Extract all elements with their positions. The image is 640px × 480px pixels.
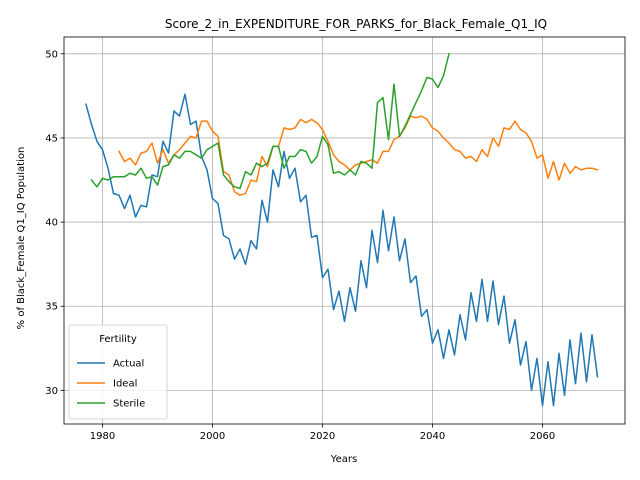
y-tick-label: 50 bbox=[45, 49, 58, 60]
series-group bbox=[85, 52, 599, 407]
series-line-actual bbox=[85, 93, 599, 407]
legend-label-ideal: Ideal bbox=[113, 379, 137, 390]
x-tick-label: 2060 bbox=[530, 431, 555, 442]
y-axis-label: % of Black_Female Q1_IQ Population bbox=[16, 147, 27, 330]
x-tick-label: 2020 bbox=[310, 431, 335, 442]
legend-box bbox=[68, 324, 168, 420]
x-tick-label: 1980 bbox=[90, 431, 115, 442]
legend-title: Fertility bbox=[99, 334, 137, 345]
legend: Fertility Actual Ideal Sterile bbox=[68, 324, 168, 420]
y-tick-label: 30 bbox=[45, 386, 58, 397]
legend-label-actual: Actual bbox=[113, 359, 144, 370]
y-tick-label: 35 bbox=[45, 302, 58, 313]
y-tick-label: 45 bbox=[45, 133, 58, 144]
series-line-sterile bbox=[90, 52, 450, 190]
plot-frame bbox=[63, 36, 626, 425]
grid bbox=[64, 37, 625, 424]
series-line-ideal bbox=[117, 115, 599, 196]
x-axis-label: Years bbox=[330, 454, 357, 465]
x-tick-label: 2040 bbox=[420, 431, 445, 442]
x-axis: 1980 2000 2020 2040 2060 bbox=[90, 424, 555, 442]
y-tick-label: 40 bbox=[45, 218, 58, 229]
y-axis: 30 35 40 45 50 bbox=[45, 49, 64, 397]
legend-label-sterile: Sterile bbox=[113, 399, 145, 410]
chart-title: Score_2_in_EXPENDITURE_FOR_PARKS_for_Bla… bbox=[165, 17, 547, 31]
x-tick-label: 2000 bbox=[200, 431, 225, 442]
